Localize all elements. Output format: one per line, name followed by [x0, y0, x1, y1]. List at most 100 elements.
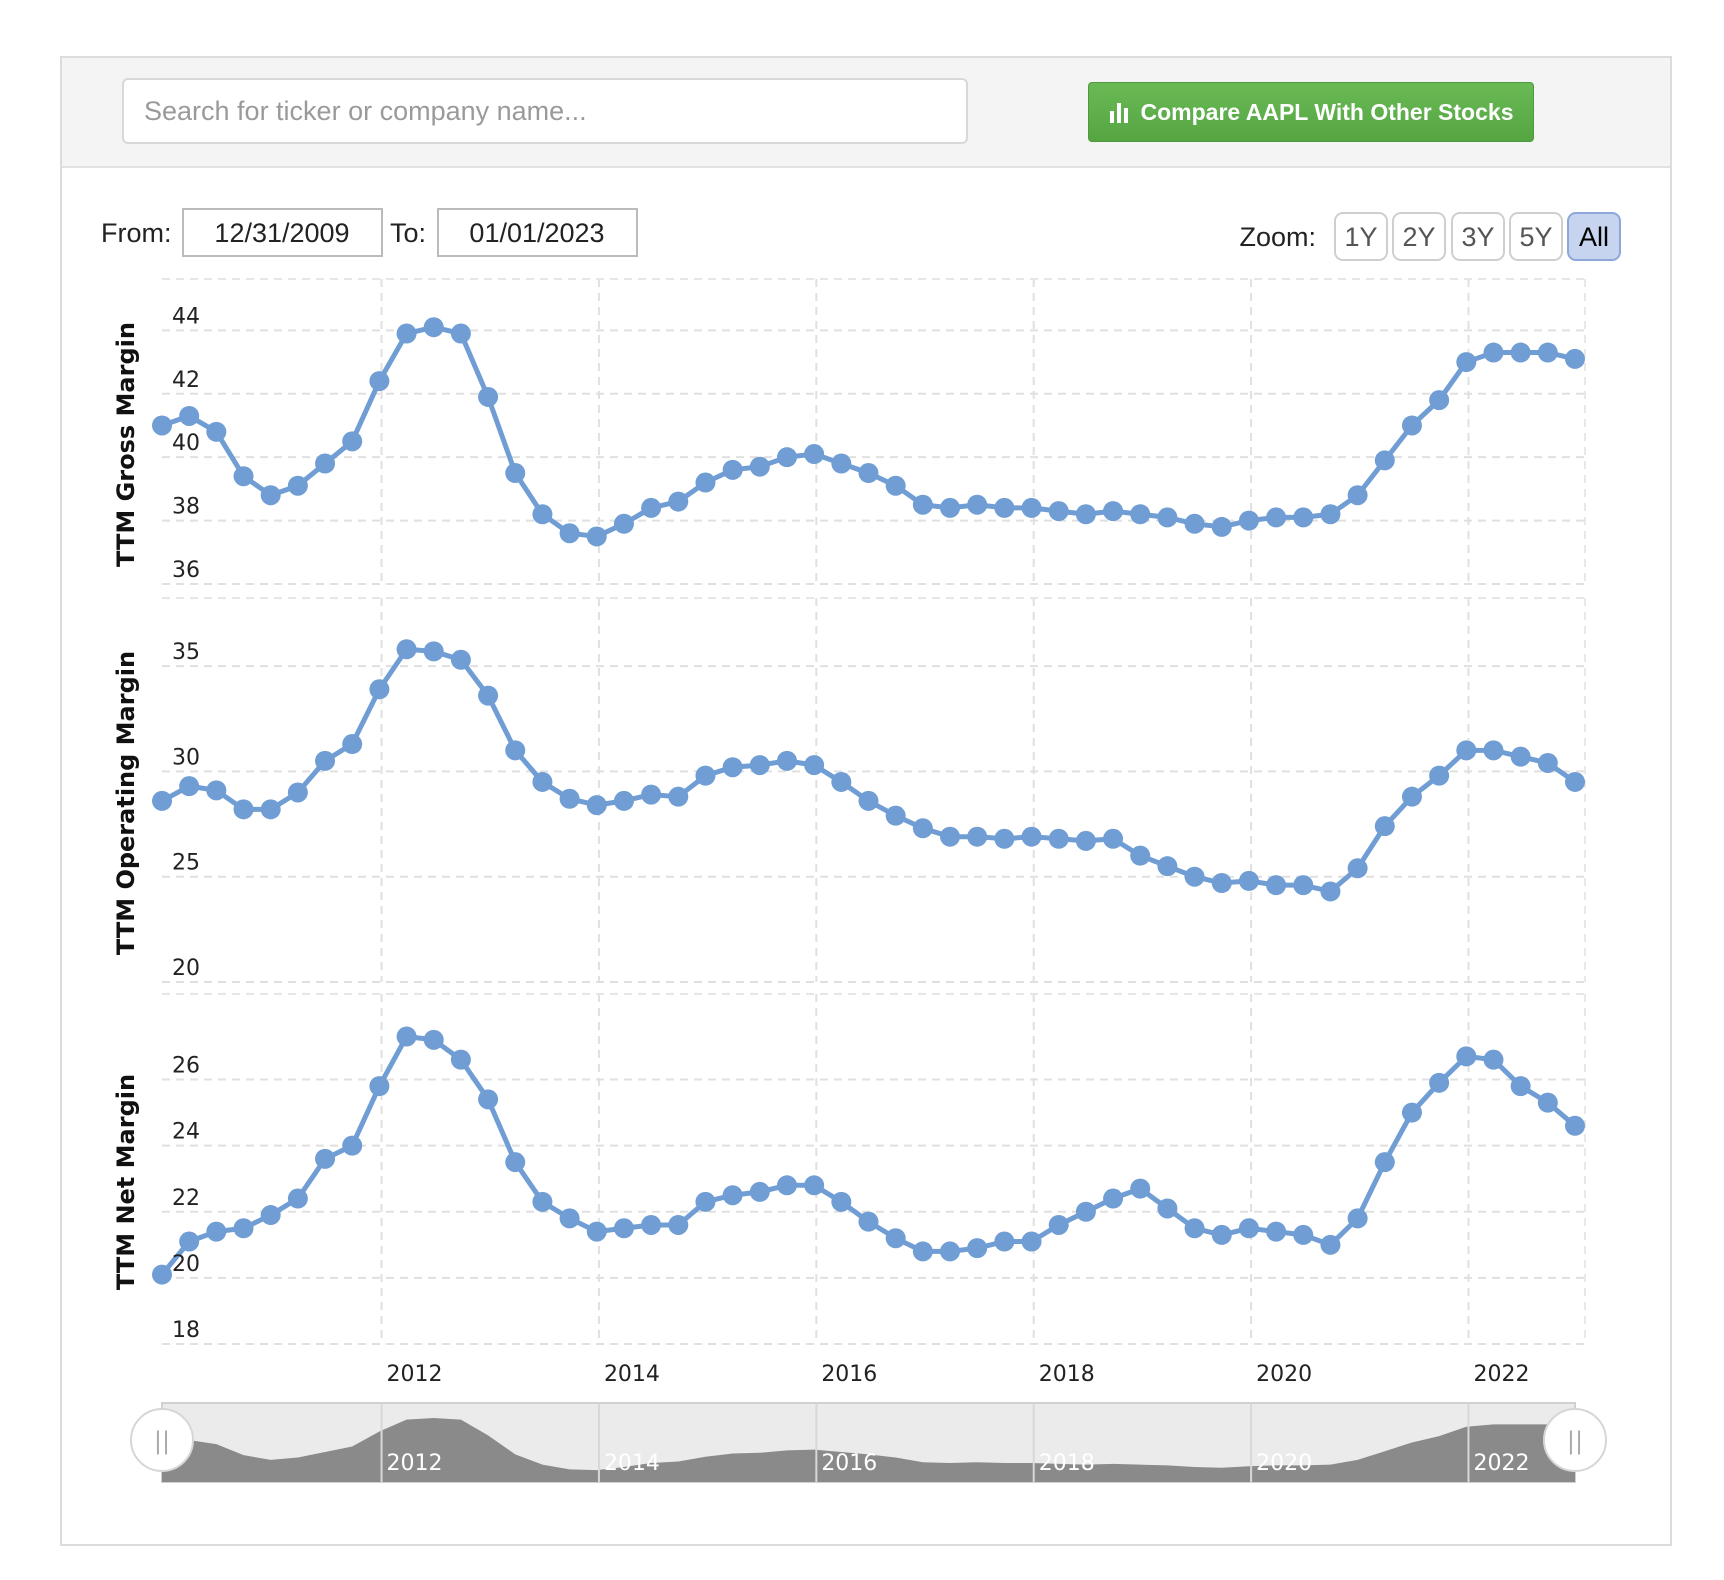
data-point[interactable] — [1293, 507, 1314, 528]
data-point[interactable] — [804, 755, 825, 776]
data-point[interactable] — [287, 1188, 308, 1209]
data-point[interactable] — [912, 1241, 933, 1262]
data-point[interactable] — [1266, 507, 1287, 528]
data-point[interactable] — [1130, 845, 1151, 866]
zoom-button-1y[interactable]: 1Y — [1334, 212, 1388, 261]
data-point[interactable] — [1075, 1201, 1096, 1222]
data-point[interactable] — [152, 415, 172, 436]
data-point[interactable] — [1429, 390, 1450, 411]
data-point[interactable] — [776, 750, 797, 771]
data-point[interactable] — [586, 526, 607, 547]
data-point[interactable] — [423, 317, 444, 338]
data-point[interactable] — [206, 1221, 227, 1242]
data-point[interactable] — [450, 1049, 471, 1070]
data-point[interactable] — [1483, 1049, 1504, 1070]
data-point[interactable] — [885, 1228, 906, 1249]
data-point[interactable] — [1565, 1115, 1585, 1136]
data-point[interactable] — [1456, 740, 1477, 761]
navigator-left-handle[interactable]: || — [130, 1408, 194, 1472]
data-point[interactable] — [695, 765, 716, 786]
data-point[interactable] — [396, 323, 417, 344]
data-point[interactable] — [912, 818, 933, 839]
data-point[interactable] — [505, 1152, 526, 1173]
zoom-button-5y[interactable]: 5Y — [1509, 212, 1563, 261]
data-point[interactable] — [1048, 828, 1069, 849]
data-point[interactable] — [1320, 1234, 1341, 1255]
data-point[interactable] — [1157, 507, 1178, 528]
data-point[interactable] — [1075, 504, 1096, 525]
data-point[interactable] — [179, 1231, 200, 1252]
data-point[interactable] — [722, 757, 743, 778]
data-point[interactable] — [179, 776, 200, 797]
data-point[interactable] — [776, 447, 797, 468]
data-point[interactable] — [1103, 828, 1124, 849]
data-point[interactable] — [1293, 1224, 1314, 1245]
to-date-box[interactable] — [437, 208, 638, 257]
data-point[interactable] — [858, 463, 879, 484]
data-point[interactable] — [1483, 740, 1504, 761]
data-point[interactable] — [1401, 786, 1422, 807]
data-point[interactable] — [1184, 513, 1205, 534]
data-point[interactable] — [1021, 1231, 1042, 1252]
data-point[interactable] — [858, 1211, 879, 1232]
data-point[interactable] — [586, 795, 607, 816]
data-point[interactable] — [1293, 875, 1314, 896]
data-point[interactable] — [478, 685, 499, 706]
data-point[interactable] — [1483, 342, 1504, 363]
data-point[interactable] — [396, 1026, 417, 1047]
data-point[interactable] — [1075, 830, 1096, 851]
zoom-button-all[interactable]: All — [1567, 212, 1621, 261]
data-point[interactable] — [206, 421, 227, 442]
data-point[interactable] — [1510, 342, 1531, 363]
data-point[interactable] — [233, 1218, 254, 1239]
data-point[interactable] — [1374, 450, 1395, 471]
data-point[interactable] — [586, 1221, 607, 1242]
data-point[interactable] — [287, 475, 308, 496]
data-point[interactable] — [505, 463, 526, 484]
data-point[interactable] — [1266, 875, 1287, 896]
data-point[interactable] — [695, 472, 716, 493]
data-point[interactable] — [1184, 866, 1205, 887]
data-point[interactable] — [423, 641, 444, 662]
data-point[interactable] — [1157, 1198, 1178, 1219]
data-point[interactable] — [885, 805, 906, 826]
navigator[interactable]: 2012 2014 2016 2018 2020 2022 || || — [130, 1402, 1607, 1483]
data-point[interactable] — [831, 771, 852, 792]
data-point[interactable] — [722, 1185, 743, 1206]
from-date-box[interactable] — [182, 208, 383, 257]
data-point[interactable] — [559, 1208, 580, 1229]
data-point[interactable] — [1130, 1178, 1151, 1199]
data-point[interactable] — [1048, 501, 1069, 522]
data-point[interactable] — [342, 1135, 363, 1156]
data-point[interactable] — [641, 784, 662, 805]
data-point[interactable] — [1401, 1102, 1422, 1123]
data-point[interactable] — [1347, 858, 1368, 879]
data-point[interactable] — [1565, 771, 1585, 792]
data-point[interactable] — [1157, 856, 1178, 877]
data-point[interactable] — [532, 771, 553, 792]
data-point[interactable] — [1537, 342, 1558, 363]
data-point[interactable] — [260, 1205, 281, 1226]
data-point[interactable] — [478, 1089, 499, 1110]
data-point[interactable] — [940, 1241, 961, 1262]
data-point[interactable] — [505, 740, 526, 761]
data-point[interactable] — [940, 826, 961, 847]
data-point[interactable] — [994, 1231, 1015, 1252]
data-point[interactable] — [967, 1238, 988, 1259]
data-point[interactable] — [1238, 510, 1259, 531]
data-point[interactable] — [559, 523, 580, 544]
data-point[interactable] — [912, 494, 933, 515]
data-point[interactable] — [1510, 746, 1531, 767]
data-point[interactable] — [831, 453, 852, 474]
to-date-input[interactable]: 01/01/2023 — [469, 218, 604, 248]
data-point[interactable] — [695, 1191, 716, 1212]
data-point[interactable] — [260, 485, 281, 506]
data-point[interactable] — [1456, 352, 1477, 373]
data-point[interactable] — [1320, 504, 1341, 525]
data-point[interactable] — [749, 755, 770, 776]
data-point[interactable] — [450, 649, 471, 670]
data-point[interactable] — [613, 513, 634, 534]
data-point[interactable] — [1374, 1152, 1395, 1173]
data-point[interactable] — [315, 750, 336, 771]
data-point[interactable] — [641, 497, 662, 518]
